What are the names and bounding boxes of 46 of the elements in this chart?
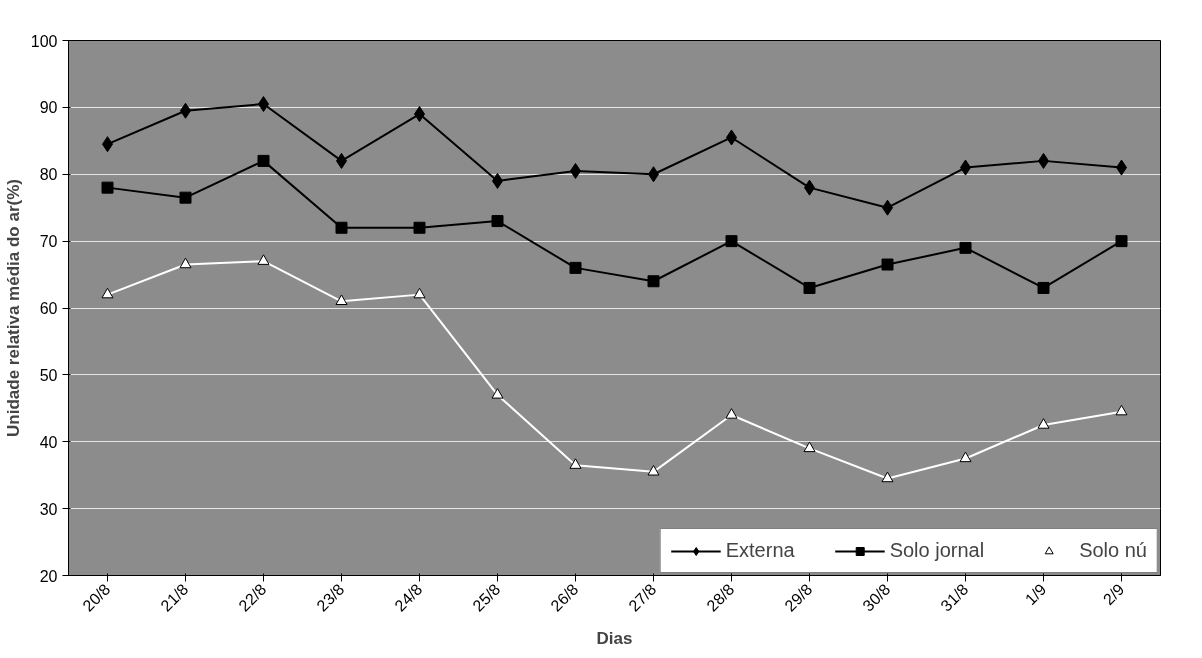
- y-axis-title: Unidade relativa média do ar(%): [3, 179, 23, 437]
- point: [491, 215, 504, 228]
- y-tick-label: 70: [39, 233, 58, 251]
- y-tick-label: 80: [39, 166, 58, 184]
- y-tick-label: 100: [30, 32, 58, 50]
- point: [413, 221, 426, 234]
- point: [569, 261, 582, 274]
- point: [335, 221, 348, 234]
- point: [101, 287, 114, 299]
- point: [725, 408, 738, 419]
- legend-label: Solo jornal: [889, 539, 985, 562]
- point: [491, 388, 504, 399]
- point: [959, 451, 972, 463]
- point: [101, 181, 114, 194]
- point: [1115, 404, 1128, 416]
- point: [803, 281, 816, 294]
- point: [881, 258, 894, 271]
- y-tick-label: 20: [39, 567, 58, 585]
- point: [569, 458, 582, 469]
- point: [1037, 418, 1050, 429]
- point: [803, 441, 816, 453]
- x-tick-label: 30/8: [859, 580, 894, 615]
- y-tick-label: 40: [39, 433, 58, 451]
- x-tick-label: 31/8: [937, 580, 972, 615]
- point: [647, 275, 660, 288]
- y-tick-label: 30: [39, 500, 58, 518]
- point: [257, 154, 270, 167]
- point: [257, 254, 270, 265]
- y-tick-label: 90: [39, 99, 58, 117]
- point: [1037, 281, 1050, 294]
- point: [647, 464, 660, 476]
- point: [881, 471, 894, 483]
- y-tick-label: 60: [39, 300, 58, 317]
- x-tick-label: 1/9: [1021, 580, 1050, 609]
- x-axis-title: Dias: [596, 628, 633, 648]
- point: [335, 294, 348, 305]
- point: [179, 191, 192, 204]
- legend-label: Externa: [725, 539, 795, 562]
- point: [179, 257, 192, 269]
- point: [959, 241, 972, 254]
- legend-label: Solo nú: [1079, 539, 1147, 562]
- point: [413, 287, 426, 299]
- point: [725, 235, 738, 248]
- x-tick-label: 2/9: [1099, 580, 1128, 609]
- y-tick-label: 50: [39, 366, 58, 384]
- point: [1115, 235, 1128, 248]
